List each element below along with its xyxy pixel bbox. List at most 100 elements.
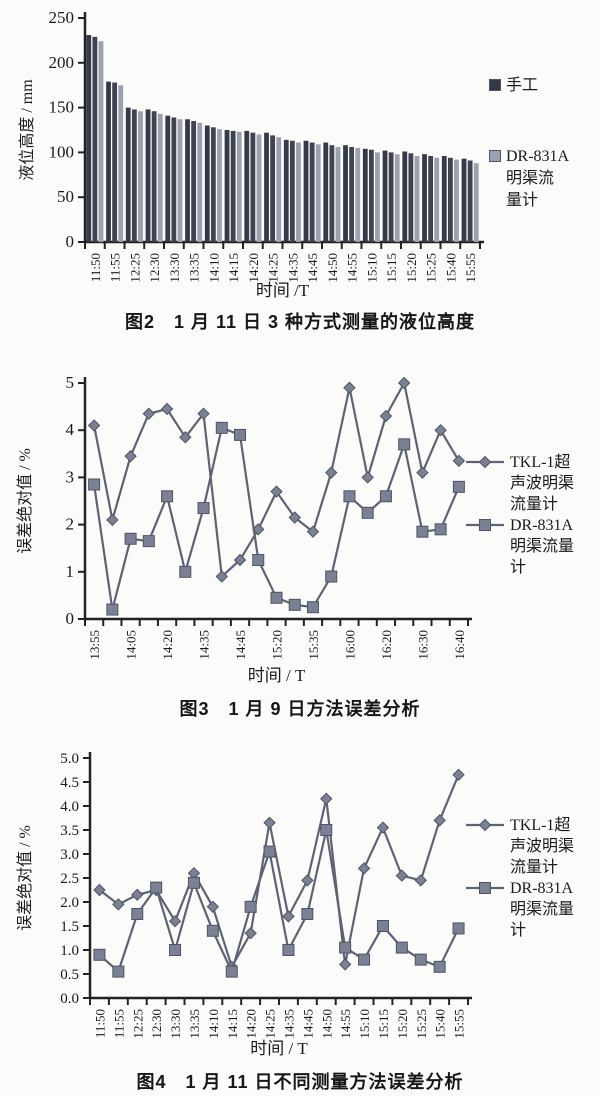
data-point-square: [270, 591, 283, 604]
x-tick-label: 16:20: [379, 630, 394, 660]
x-tick-label: 14:25: [263, 1009, 278, 1039]
y-tick-label: 5: [66, 373, 75, 392]
x-tick-label: 14:55: [338, 1009, 353, 1039]
data-point-diamond: [244, 926, 257, 940]
bar: [315, 144, 321, 242]
axes: 0.0 0.5 1.0 1.5 2.0 2.5 3.0 3.5 4.0 4.5 5.0 11:50 11…: [60, 751, 472, 1039]
x-tick-label: 15:20: [404, 253, 419, 283]
y-tick-label: 100: [49, 142, 75, 161]
data-point-square: [416, 525, 429, 538]
data-point-square: [112, 965, 125, 978]
data-point-diamond: [301, 874, 314, 887]
x-tick-label: 15:10: [357, 1009, 372, 1039]
data-point-diamond: [112, 898, 125, 911]
y-axis-title: 误差绝对值 / %: [16, 448, 34, 554]
bar: [118, 85, 124, 242]
x-axis-title: 时间 /T: [256, 281, 310, 300]
x-tick-label: 14:45: [305, 253, 320, 283]
data-point-square: [414, 953, 427, 966]
fig2-bar-chart-svg: 0 50 100 150 200 250 11:50 11:55 12:25 12:30 13:30…: [18, 8, 570, 300]
x-axis-title: 时间 / T: [248, 666, 306, 685]
legend-label: 手工: [506, 76, 538, 94]
data-point-diamond: [376, 821, 390, 834]
figure-line-chart-2: 0.0 0.5 1.0 1.5 2.0 2.5 3.0 3.5 4.0 4.5 5.0 11:50 11…: [0, 730, 600, 1095]
bar: [402, 151, 408, 242]
data-point-diamond: [306, 525, 320, 538]
legend-label: 声波明渠: [510, 474, 574, 492]
bar: [165, 115, 171, 242]
bar: [270, 135, 276, 242]
y-tick-label: 4.5: [60, 775, 79, 791]
bar: [256, 134, 262, 242]
data-point-square: [358, 953, 371, 966]
x-tick-label: 15:35: [306, 630, 321, 660]
bar: [454, 159, 459, 242]
data-point-square: [106, 603, 119, 616]
bar: [382, 150, 388, 242]
legend-marker: [489, 79, 501, 91]
bar: [388, 152, 394, 242]
x-tick-label: 14:25: [266, 253, 281, 283]
y-tick-label: 0: [66, 232, 75, 251]
y-tick-label: 2: [66, 515, 75, 534]
bar: [276, 137, 282, 242]
data-point-square: [88, 478, 101, 491]
bar: [244, 130, 250, 242]
data-point-square: [150, 881, 163, 894]
data-point-diamond: [343, 381, 356, 394]
data-point-square: [339, 941, 352, 954]
data-point-diamond: [131, 888, 144, 902]
bar: [343, 145, 348, 242]
line-series-1: [93, 768, 465, 974]
data-point-diamond: [106, 513, 119, 527]
line-series-2: [93, 824, 465, 978]
data-point-diamond: [416, 466, 429, 479]
bar: [394, 154, 400, 242]
x-tick-label: 14:20: [160, 630, 175, 660]
bar: [408, 153, 414, 242]
data-point-diamond: [168, 914, 182, 928]
x-tick-label: 14:10: [206, 253, 221, 283]
series-line: [98, 774, 460, 968]
x-tick-label: 12:25: [130, 1009, 145, 1039]
bar: [473, 163, 479, 242]
data-point-square: [252, 554, 265, 566]
data-point-square: [179, 565, 192, 578]
data-point-diamond: [433, 814, 446, 827]
data-point-square: [225, 965, 238, 978]
bar: [335, 147, 341, 242]
y-tick-label: 0.0: [60, 991, 79, 1007]
fig3-line-chart-svg: 0 1 2 3 4 5 13:55 14:05 14:20 14:35 14:45 15:20 15:3…: [16, 373, 574, 685]
data-point-diamond: [379, 409, 393, 423]
bar: [191, 121, 197, 242]
data-point-square: [433, 960, 446, 973]
data-point-square: [325, 570, 338, 583]
legend-marker: [479, 882, 491, 894]
y-tick-label: 3.5: [60, 823, 79, 839]
legend-label: 流量计: [510, 858, 558, 876]
bar: [86, 35, 92, 242]
x-tick-label: 11:55: [111, 1009, 126, 1038]
legend-label: TKL-1超: [510, 816, 570, 834]
x-tick-label: 12:30: [147, 253, 162, 283]
bar: [250, 132, 256, 242]
x-tick-label: 14:35: [281, 1009, 296, 1039]
bar: [138, 111, 143, 243]
data-point-square: [93, 948, 106, 961]
figure-caption: 图4 1 月 11 日不同测量方法误差分析: [136, 1072, 464, 1092]
y-axis-title: 误差绝对值 / %: [16, 825, 34, 931]
legend-label: DR-831A: [510, 517, 574, 534]
x-tick-label: 14:15: [226, 253, 241, 283]
data-point-diamond: [197, 407, 210, 420]
data-point-diamond: [282, 910, 295, 923]
bar: [329, 145, 335, 242]
line-series-2: [88, 421, 465, 616]
y-tick-label: 2.0: [60, 895, 79, 911]
data-point-square: [361, 506, 374, 519]
bar: [224, 130, 230, 242]
legend-label: 明渠流量: [510, 900, 574, 918]
bar: [177, 119, 183, 242]
data-point-diamond: [434, 423, 447, 437]
x-tick-label: 11:55: [108, 253, 123, 282]
x-tick-label: 11:50: [88, 253, 103, 282]
